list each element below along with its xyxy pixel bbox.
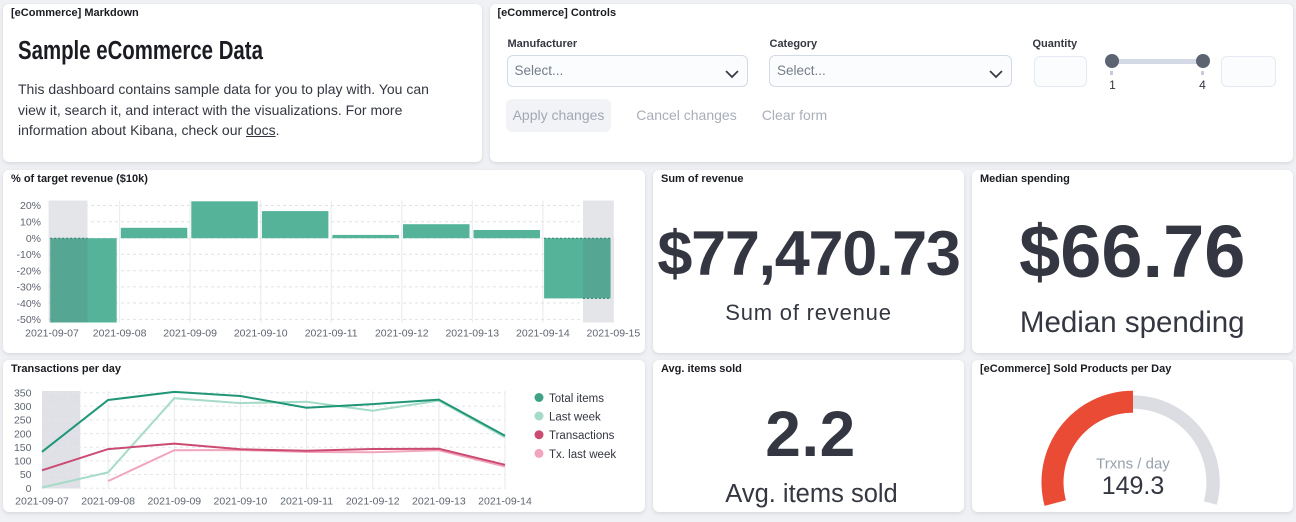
svg-text:50: 50 bbox=[20, 469, 32, 481]
svg-text:2021-09-08: 2021-09-08 bbox=[81, 495, 135, 507]
svg-text:-50%: -50% bbox=[16, 314, 41, 326]
svg-text:Last week: Last week bbox=[549, 411, 601, 423]
svg-text:2021-09-12: 2021-09-12 bbox=[375, 327, 429, 339]
svg-text:2021-09-10: 2021-09-10 bbox=[214, 495, 268, 507]
svg-text:2021-09-14: 2021-09-14 bbox=[478, 495, 532, 507]
svg-text:2021-09-08: 2021-09-08 bbox=[93, 327, 147, 339]
svg-text:2021-09-13: 2021-09-13 bbox=[445, 327, 499, 339]
svg-text:2021-09-07: 2021-09-07 bbox=[25, 327, 79, 339]
svg-text:100: 100 bbox=[14, 455, 32, 467]
svg-text:2021-09-11: 2021-09-11 bbox=[305, 327, 358, 339]
svg-text:300: 300 bbox=[14, 401, 32, 413]
svg-text:2021-09-09: 2021-09-09 bbox=[163, 327, 217, 339]
svg-text:2021-09-13: 2021-09-13 bbox=[412, 495, 466, 507]
svg-text:2021-09-11: 2021-09-11 bbox=[280, 495, 333, 507]
svg-text:2021-09-12: 2021-09-12 bbox=[346, 495, 400, 507]
svg-text:350: 350 bbox=[14, 387, 32, 399]
svg-text:0: 0 bbox=[26, 482, 32, 494]
svg-text:Transactions: Transactions bbox=[549, 430, 615, 442]
svg-text:2021-09-14: 2021-09-14 bbox=[516, 327, 570, 339]
svg-text:-40%: -40% bbox=[16, 297, 41, 309]
svg-text:-30%: -30% bbox=[16, 281, 41, 293]
svg-text:-10%: -10% bbox=[16, 249, 41, 261]
svg-text:250: 250 bbox=[14, 414, 32, 426]
svg-text:149.3: 149.3 bbox=[1102, 472, 1165, 500]
svg-text:2021-09-10: 2021-09-10 bbox=[234, 327, 288, 339]
svg-text:2021-09-15: 2021-09-15 bbox=[587, 327, 641, 339]
svg-text:20%: 20% bbox=[20, 200, 41, 212]
svg-text:0%: 0% bbox=[26, 233, 41, 245]
svg-text:150: 150 bbox=[14, 441, 32, 453]
svg-text:200: 200 bbox=[14, 428, 32, 440]
svg-text:-20%: -20% bbox=[16, 265, 41, 277]
svg-text:Tx. last week: Tx. last week bbox=[549, 448, 616, 460]
svg-text:Total items: Total items bbox=[549, 393, 604, 405]
svg-text:Trxns / day: Trxns / day bbox=[1096, 455, 1170, 472]
svg-text:2021-09-09: 2021-09-09 bbox=[147, 495, 201, 507]
svg-text:10%: 10% bbox=[20, 216, 41, 228]
svg-text:2021-09-07: 2021-09-07 bbox=[15, 495, 69, 507]
